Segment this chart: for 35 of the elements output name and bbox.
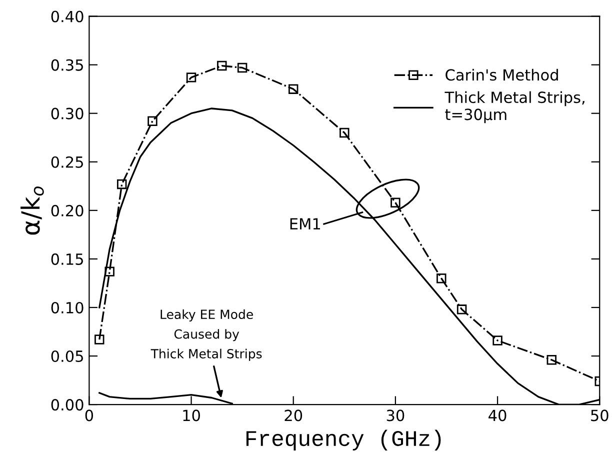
y-tick-label: 0.35 xyxy=(51,59,83,71)
x-tick-label: 50 xyxy=(591,410,608,422)
point xyxy=(104,266,114,276)
x-tick-label: 10 xyxy=(183,410,200,422)
annotation: Leaky EE Mode Caused by Thick Metal Strips xyxy=(150,309,262,361)
x-axis-title: Frequency (GHz) xyxy=(246,430,441,450)
y-tick-label: 0.40 xyxy=(51,10,84,22)
point xyxy=(436,274,446,284)
point xyxy=(390,198,400,208)
point xyxy=(546,355,557,365)
y-tick-label: 0.05 xyxy=(51,350,83,362)
point xyxy=(148,116,158,126)
point xyxy=(288,84,298,94)
x-tick-label: 30 xyxy=(386,410,404,422)
point xyxy=(456,304,467,314)
y-tick-label: 0.15 xyxy=(51,253,83,265)
point xyxy=(217,60,227,71)
point xyxy=(492,336,502,346)
point xyxy=(237,62,248,73)
y-tick-label: 0.30 xyxy=(51,108,84,120)
legend-label: Thick Metal Strips, t=30μm xyxy=(444,91,584,124)
y-tick-label: 0.10 xyxy=(51,302,84,314)
point xyxy=(94,334,104,344)
legend-label: Carin's Method xyxy=(446,68,558,81)
x-tick-label: 40 xyxy=(488,410,506,422)
y-tick-label: 0.25 xyxy=(51,156,83,168)
point xyxy=(340,128,350,138)
point xyxy=(116,179,127,190)
annotation: EM1 xyxy=(290,218,320,230)
point xyxy=(186,72,196,82)
y-tick-label: 0.00 xyxy=(51,399,84,411)
y-tick-label: 0.20 xyxy=(51,204,84,216)
y-axis-title: α/k$_{o}$ xyxy=(20,186,44,235)
x-tick-label: 0 xyxy=(85,410,94,422)
x-tick-label: 20 xyxy=(284,410,302,422)
